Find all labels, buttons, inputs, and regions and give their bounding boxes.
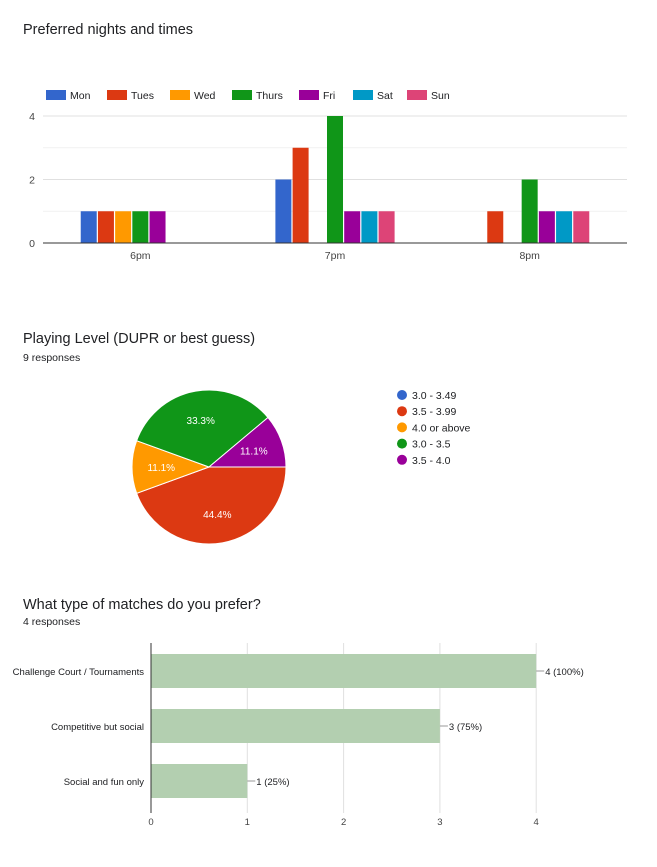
pie-slice-3	[136, 389, 269, 468]
x-tick-label: 2	[341, 817, 346, 828]
chart-subtitle-matches: 4 responses	[23, 616, 81, 628]
y-tick-label: 0	[29, 238, 35, 250]
legend-marker	[397, 438, 407, 449]
legend-swatch-wed	[170, 90, 190, 100]
y-tick-label: 2	[29, 175, 35, 187]
value-label: 3 (75%)	[449, 722, 482, 733]
bar-7pm-tues	[292, 147, 309, 243]
pie-slice-4	[207, 416, 287, 468]
legend-marker	[397, 422, 407, 433]
nights-times-chart: 0 2 4 Mon Tues Wed Thurs Fri Sat Sun 6pm 7pm 8pm	[29, 90, 627, 262]
pie-slice-label: 11.1%	[147, 463, 175, 474]
bar-8pm-sat	[556, 211, 573, 243]
bar-7pm-thurs	[327, 116, 343, 243]
x-tick-label: 1	[245, 817, 250, 828]
y-tick-label: 4	[29, 111, 35, 123]
chart-subtitle-level: 9 responses	[23, 352, 81, 364]
x-tick-label: 4	[534, 817, 539, 828]
value-label: 1 (25%)	[256, 777, 289, 788]
legend-label: 3.5 - 3.99	[412, 406, 457, 418]
legend-marker	[397, 390, 407, 400]
bar-6pm-mon	[80, 211, 97, 243]
bar-1	[151, 709, 440, 743]
bar-8pm-thurs	[521, 179, 538, 243]
bar-8pm-fri	[538, 211, 555, 243]
chart-title-level: Playing Level (DUPR or best guess)	[23, 331, 256, 347]
legend-swatch-sat	[353, 90, 373, 100]
bar-8pm-tues	[487, 211, 504, 243]
bar-7pm-fri	[344, 211, 361, 243]
bar-8pm-sun	[573, 211, 590, 243]
legend-label: 4.0 or above	[412, 422, 471, 434]
bar-6pm-wed	[115, 211, 132, 243]
legend-swatch-mon	[46, 90, 66, 100]
chart-title-matches: What type of matches do you prefer?	[23, 597, 261, 613]
y-category-label: Competitive but social	[51, 722, 144, 733]
legend-label: 3.0 - 3.5	[412, 439, 451, 451]
pie-slice-label: 11.1%	[240, 447, 268, 458]
pie-slice-1	[136, 466, 287, 545]
legend-label-mon: Mon	[70, 90, 91, 102]
legend-label-sun: Sun	[431, 90, 450, 102]
legend-label-sat: Sat	[377, 90, 393, 102]
bar-7pm-sun	[378, 211, 395, 243]
pie-slice-label: 44.4%	[203, 510, 231, 521]
legend-swatch-sun	[407, 90, 427, 100]
legend-swatch-fri	[299, 90, 319, 100]
x-tick-label: 6pm	[130, 250, 151, 262]
x-tick-label: 3	[437, 817, 442, 828]
legend-label-thurs: Thurs	[256, 90, 283, 102]
y-category-label: Social and fun only	[64, 777, 145, 788]
legend-label-tues: Tues	[131, 90, 154, 102]
legend-label: 3.5 - 4.0	[412, 455, 451, 467]
x-tick-label: 0	[148, 817, 153, 828]
bar-7pm-sat	[361, 211, 378, 243]
x-tick-label: 8pm	[519, 250, 540, 262]
pie-slice-label: 33.3%	[187, 416, 215, 427]
bar-6pm-thurs	[132, 211, 149, 243]
legend-label-wed: Wed	[194, 90, 216, 102]
value-label: 4 (100%)	[545, 667, 584, 678]
chart-title-nights: Preferred nights and times	[23, 22, 194, 38]
legend-label-fri: Fri	[323, 90, 335, 102]
legend-marker	[397, 406, 407, 417]
legend-swatch-thurs	[232, 90, 252, 100]
bar-7pm-mon	[275, 179, 292, 243]
bar-6pm-tues	[97, 211, 114, 243]
legend-marker	[397, 454, 407, 465]
x-tick-label: 7pm	[325, 250, 346, 262]
legend-label: 3.0 - 3.49	[412, 390, 457, 402]
bar-6pm-fri	[149, 211, 166, 243]
legend-swatch-tues	[107, 90, 127, 100]
bar-0	[151, 654, 537, 688]
bar-2	[151, 764, 248, 798]
playing-level-pie-chart: 44.4% 11.1% 33.3% 11.1% 3.0 - 3.49 3.5 - 3.99…	[131, 389, 471, 545]
y-category-label: Challenge Court / Tournaments	[13, 667, 145, 678]
